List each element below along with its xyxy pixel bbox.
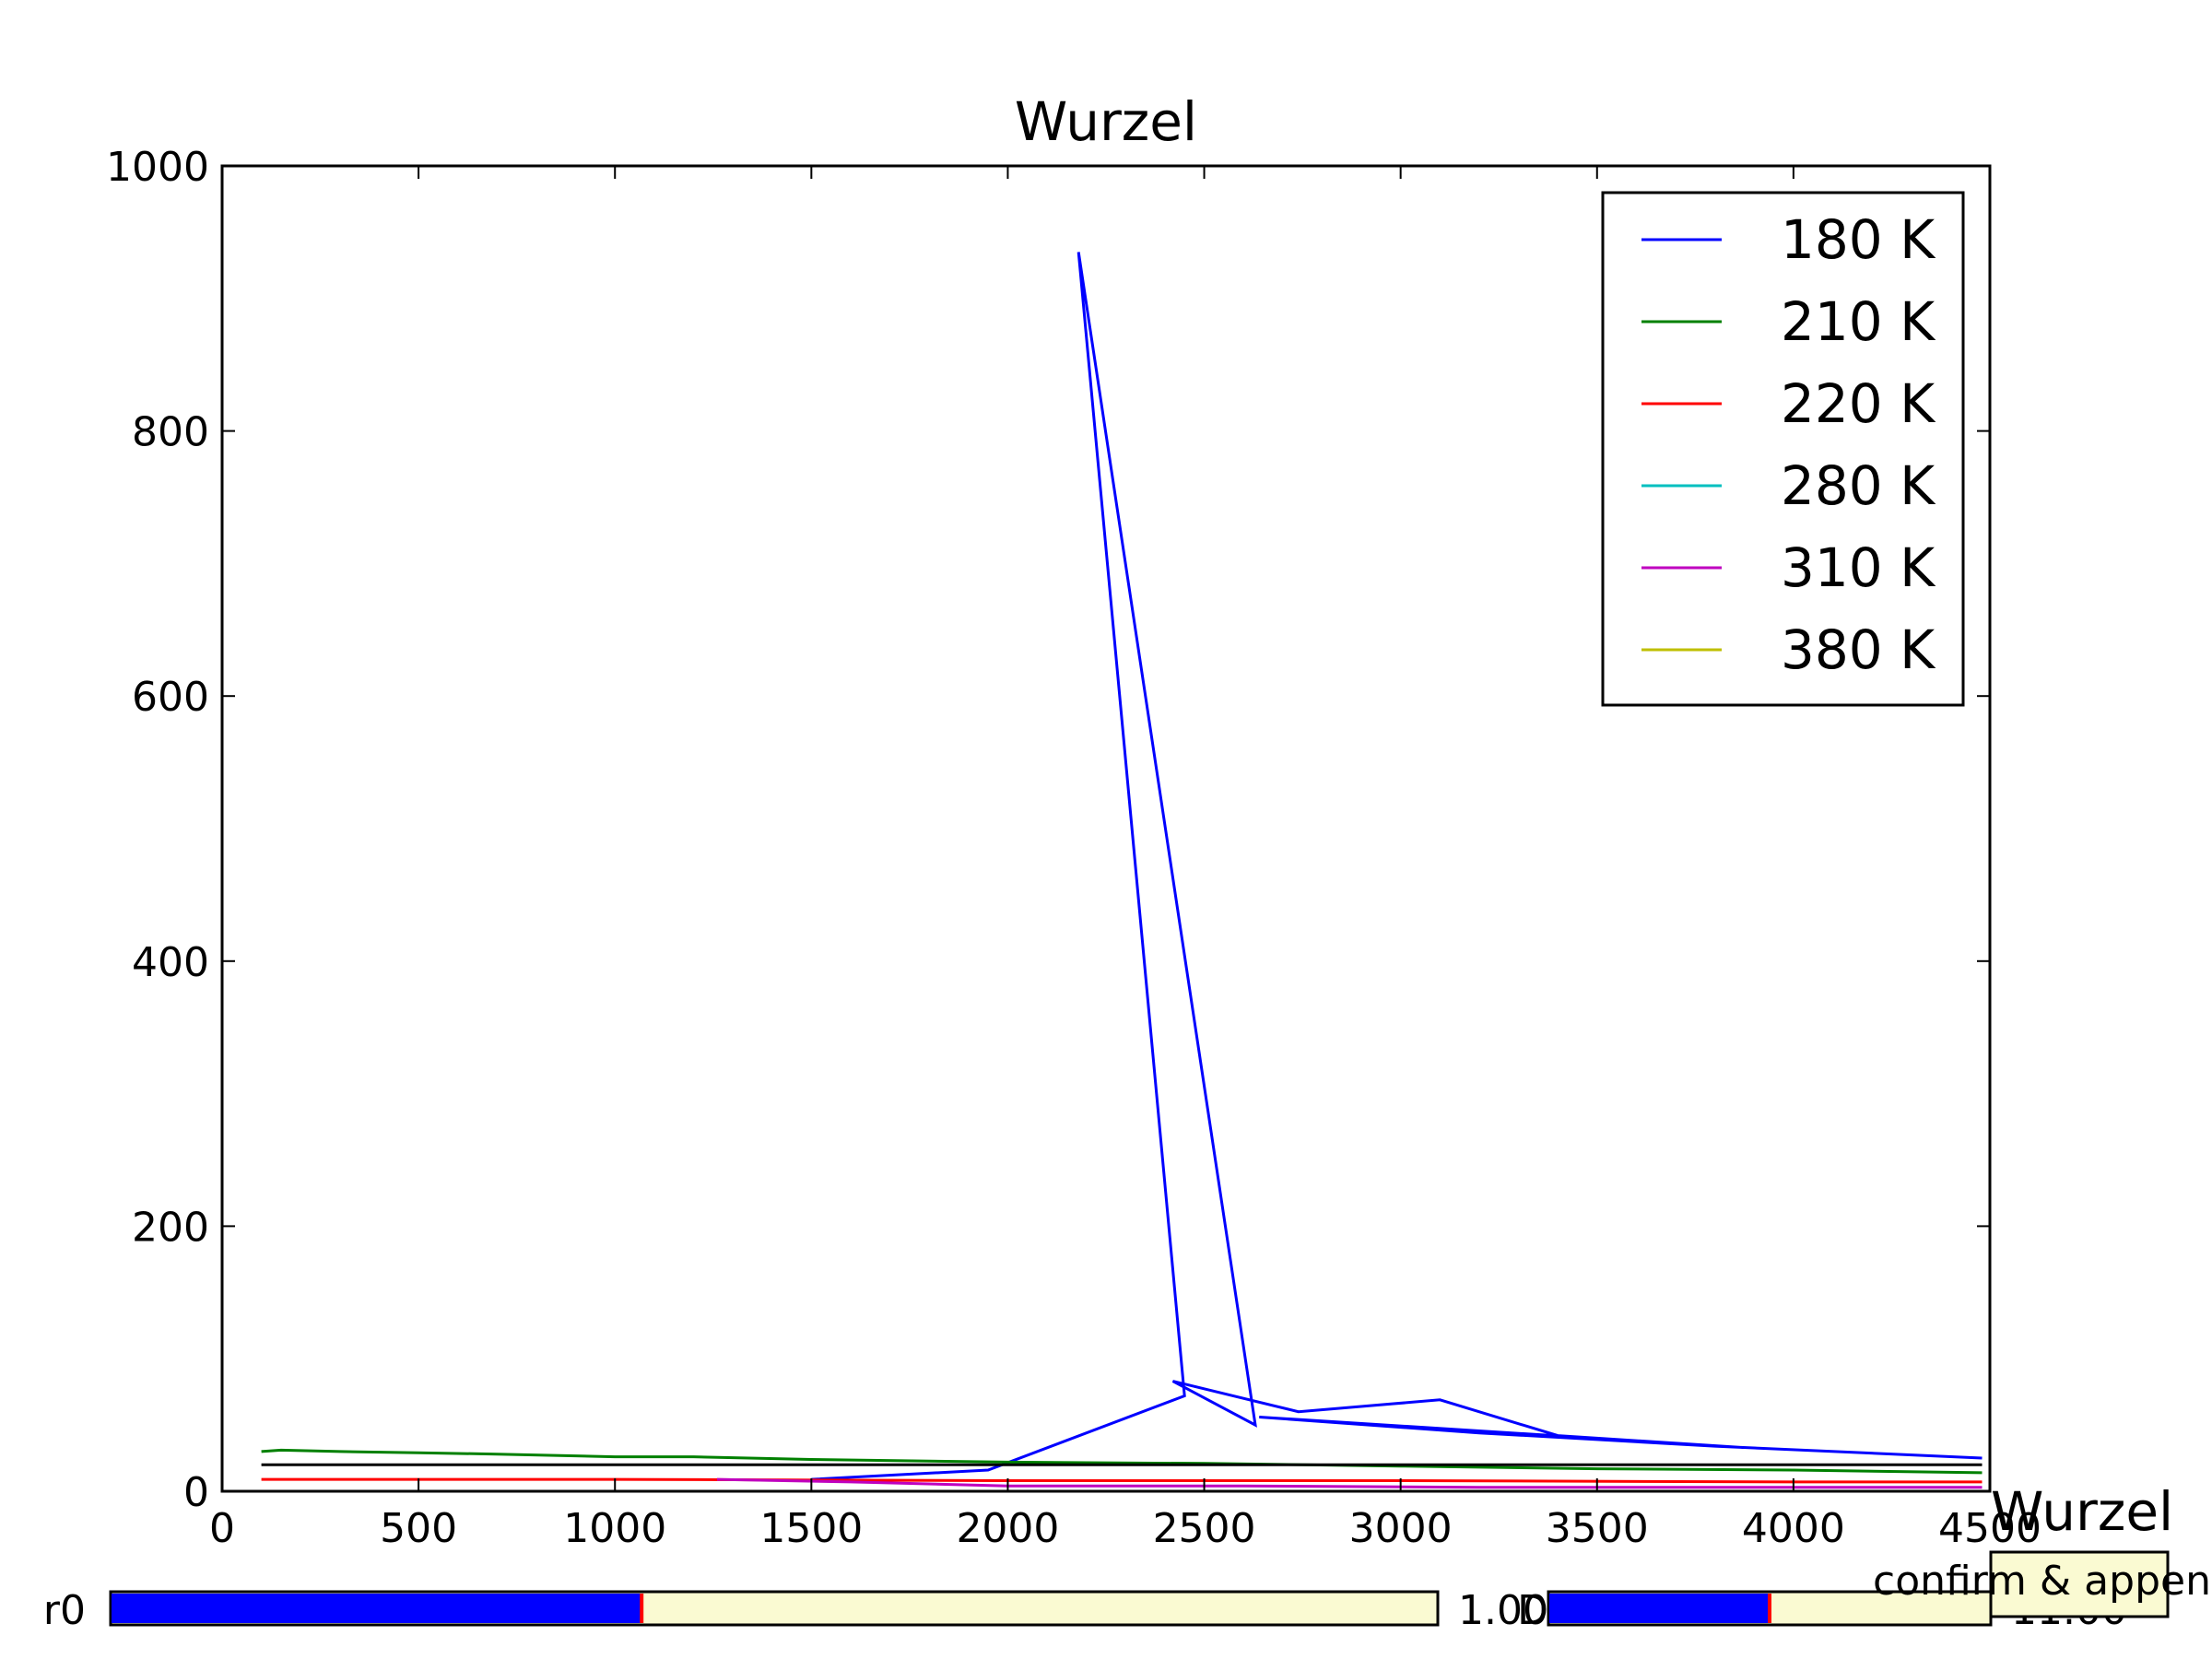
chart-title: Wurzel [1015, 90, 1197, 153]
legend-label: 380 K [1781, 618, 1936, 681]
legend-label: 280 K [1781, 454, 1936, 517]
y-tick-label: 800 [132, 409, 209, 456]
legend: 180 K 210 K 220 K 280 K 310 K 380 K [1601, 191, 1965, 707]
y-tick-label: 600 [132, 674, 209, 721]
legend-label: 220 K [1781, 372, 1936, 435]
series-line-0 [811, 252, 1983, 1481]
d-slider-label: D [1517, 1587, 1548, 1634]
series-line-1 [261, 1448, 1983, 1475]
y-tick-label: 400 [132, 939, 209, 986]
x-tick-label: 0 [209, 1505, 235, 1552]
x-tick-label: 4500 [1938, 1505, 2041, 1552]
r0-slider[interactable]: r0 1.00 [43, 1587, 1548, 1634]
y-tick-label: 1000 [106, 144, 209, 191]
r0-slider-value: 1.00 [1458, 1587, 1548, 1634]
d-slider[interactable]: D 11.00 [1517, 1587, 2127, 1634]
x-tick-label: 1500 [759, 1505, 863, 1552]
confirm-append-button-label: confirm & append [1873, 1558, 2212, 1605]
r0-slider-fill [112, 1594, 642, 1623]
r0-slider-label: r0 [43, 1587, 86, 1634]
plot-frame [220, 164, 1992, 1493]
y-tick-label: 200 [132, 1204, 209, 1251]
x-tick-label: 3000 [1349, 1505, 1453, 1552]
legend-label: 210 K [1781, 290, 1936, 353]
confirm-append-button[interactable]: Wurzel confirm & append [1873, 1480, 2212, 1618]
d-slider-fill [1549, 1594, 1770, 1623]
y-tick-label: 0 [183, 1469, 209, 1516]
x-tick-label: 2000 [956, 1505, 1059, 1552]
legend-box [1601, 191, 1965, 707]
legend-label: 180 K [1781, 208, 1936, 271]
axis-ticks: 0 500 1000 1500 2000 2500 3000 3500 4000 4500 0 200… [106, 144, 2041, 1552]
button-title: Wurzel [1991, 1480, 2173, 1543]
x-tick-label: 3500 [1546, 1505, 1649, 1552]
confirm-append-button-face[interactable] [1989, 1550, 2170, 1618]
x-tick-label: 1000 [563, 1505, 666, 1552]
legend-label: 310 K [1781, 536, 1936, 599]
x-tick-label: 2500 [1153, 1505, 1256, 1552]
x-tick-label: 500 [380, 1505, 457, 1552]
series-line-2 [261, 1477, 1983, 1484]
x-tick-label: 4000 [1742, 1505, 1845, 1552]
